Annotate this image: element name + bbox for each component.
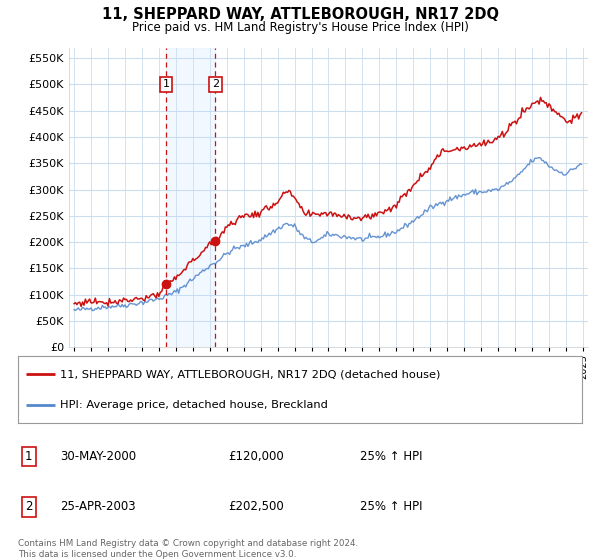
Text: £120,000: £120,000: [228, 450, 284, 463]
Text: 1: 1: [163, 80, 169, 90]
Text: £202,500: £202,500: [228, 500, 284, 514]
Text: 2: 2: [212, 80, 219, 90]
Text: 11, SHEPPARD WAY, ATTLEBOROUGH, NR17 2DQ: 11, SHEPPARD WAY, ATTLEBOROUGH, NR17 2DQ: [101, 7, 499, 22]
Text: 25% ↑ HPI: 25% ↑ HPI: [360, 450, 422, 463]
Bar: [166, 48, 215, 347]
Text: 30-MAY-2000: 30-MAY-2000: [60, 450, 136, 463]
Text: 25% ↑ HPI: 25% ↑ HPI: [360, 500, 422, 514]
Text: 2: 2: [25, 500, 32, 514]
Text: HPI: Average price, detached house, Breckland: HPI: Average price, detached house, Brec…: [60, 400, 328, 410]
Text: 1: 1: [25, 450, 32, 463]
Text: Contains HM Land Registry data © Crown copyright and database right 2024.
This d: Contains HM Land Registry data © Crown c…: [18, 539, 358, 559]
Text: 25-APR-2003: 25-APR-2003: [60, 500, 136, 514]
Text: Price paid vs. HM Land Registry's House Price Index (HPI): Price paid vs. HM Land Registry's House …: [131, 21, 469, 34]
Text: 11, SHEPPARD WAY, ATTLEBOROUGH, NR17 2DQ (detached house): 11, SHEPPARD WAY, ATTLEBOROUGH, NR17 2DQ…: [60, 370, 440, 380]
